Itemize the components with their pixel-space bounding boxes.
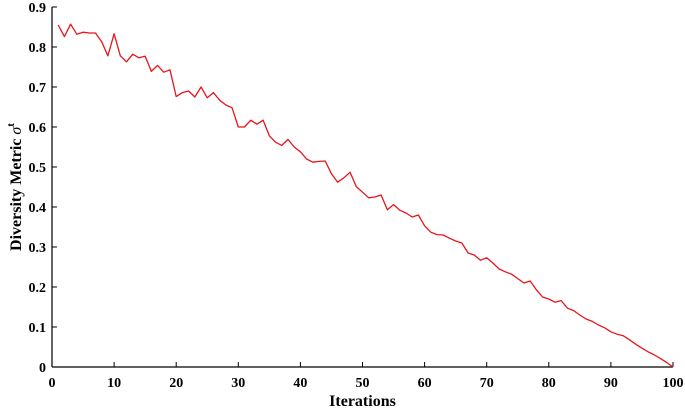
- y-tick-label: 0.4: [29, 201, 47, 216]
- y-tick-label: 0.8: [29, 41, 47, 56]
- x-ticks: 0 10 20 30 40 50 60 70 80 90 100: [49, 362, 684, 391]
- x-axis-title: Iterations: [329, 393, 396, 410]
- y-tick-label: 0.6: [29, 121, 47, 136]
- x-tick-label: 70: [480, 376, 494, 391]
- y-tick-label: 0.7: [29, 81, 47, 96]
- y-tick-label: 0.1: [29, 321, 47, 336]
- y-axis-title: Diversity Metric σt: [5, 123, 25, 251]
- y-axis: 0 0.1 0.2 0.3 0.4 0.5 0.6 0.7 0.8 0.9: [29, 1, 57, 376]
- y-tick-label: 0.3: [29, 241, 47, 256]
- x-tick-label: 20: [169, 376, 183, 391]
- x-tick-label: 30: [231, 376, 245, 391]
- y-axis-title-text: Diversity Metric: [8, 139, 25, 251]
- y-tick-label: 0.5: [29, 161, 47, 176]
- y-tick-label: 0: [39, 361, 46, 376]
- x-tick-label: 0: [49, 376, 56, 391]
- y-axis-title-symbol: σ: [8, 126, 25, 135]
- x-tick-label: 60: [418, 376, 432, 391]
- x-tick-label: 10: [107, 376, 121, 391]
- y-axis-title-superscript: t: [5, 123, 17, 127]
- x-tick-label: 80: [542, 376, 556, 391]
- y-ticks: 0 0.1 0.2 0.3 0.4 0.5 0.6 0.7 0.8 0.9: [29, 1, 57, 376]
- series-line: [57, 23, 674, 368]
- x-tick-label: 50: [356, 376, 370, 391]
- x-axis: 0 10 20 30 40 50 60 70 80 90 100: [49, 362, 684, 391]
- series-layer: [57, 23, 674, 368]
- x-tick-label: 40: [293, 376, 307, 391]
- x-tick-label: 90: [604, 376, 618, 391]
- y-tick-label: 0.9: [29, 1, 47, 16]
- x-tick-label: 100: [663, 376, 684, 391]
- y-tick-label: 0.2: [29, 281, 47, 296]
